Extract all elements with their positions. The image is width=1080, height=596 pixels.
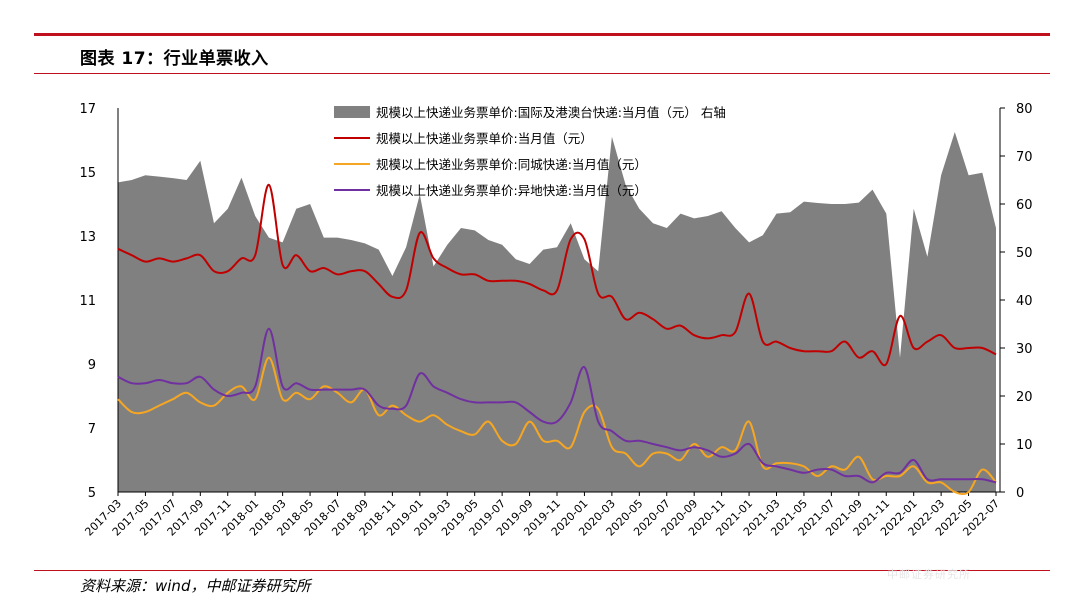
right-tick-label-5: 50: [1016, 246, 1033, 261]
line-area-chart: 57911131517010203040506070802017-032017-…: [79, 102, 1033, 539]
right-tick-label-7: 70: [1016, 150, 1033, 165]
left-tick-label-3: 11: [79, 294, 96, 309]
source-note: 资料来源：wind，中邮证券研究所: [80, 577, 311, 595]
title-divider: [34, 73, 1050, 74]
legend-label-1: 规模以上快递业务票单价:当月值（元）: [376, 131, 593, 146]
right-tick-label-2: 20: [1016, 390, 1033, 405]
legend-swatch-0: [334, 106, 370, 118]
legend-label-2: 规模以上快递业务票单价:同城快递:当月值（元）: [376, 157, 647, 172]
right-tick-label-3: 30: [1016, 342, 1033, 357]
watermark-text: 中邮证券研究所: [887, 568, 971, 581]
series-line-3: [117, 327, 997, 484]
right-tick-label-0: 0: [1016, 486, 1024, 501]
right-tick-label-8: 80: [1016, 102, 1033, 117]
right-tick-label-4: 40: [1016, 294, 1033, 309]
right-tick-label-6: 60: [1016, 198, 1033, 213]
series-area-0: [118, 132, 996, 492]
legend-label-0: 规模以上快递业务票单价:国际及港澳台快递:当月值（元） 右轴: [376, 105, 726, 120]
left-tick-label-6: 17: [79, 102, 96, 117]
series-line-2: [117, 356, 997, 496]
left-tick-label-0: 5: [88, 486, 96, 501]
series-line-1: [117, 183, 997, 367]
left-tick-label-2: 9: [88, 358, 96, 373]
top-red-rule: [34, 33, 1050, 36]
left-tick-label-1: 7: [88, 422, 96, 437]
figure-title: 图表 17：行业单票收入: [80, 49, 269, 69]
right-tick-label-1: 10: [1016, 438, 1033, 453]
bottom-red-rule: [34, 570, 1050, 571]
legend-label-3: 规模以上快递业务票单价:异地快递:当月值（元）: [376, 183, 647, 198]
left-tick-label-4: 13: [79, 230, 96, 245]
left-tick-label-5: 15: [79, 166, 96, 181]
